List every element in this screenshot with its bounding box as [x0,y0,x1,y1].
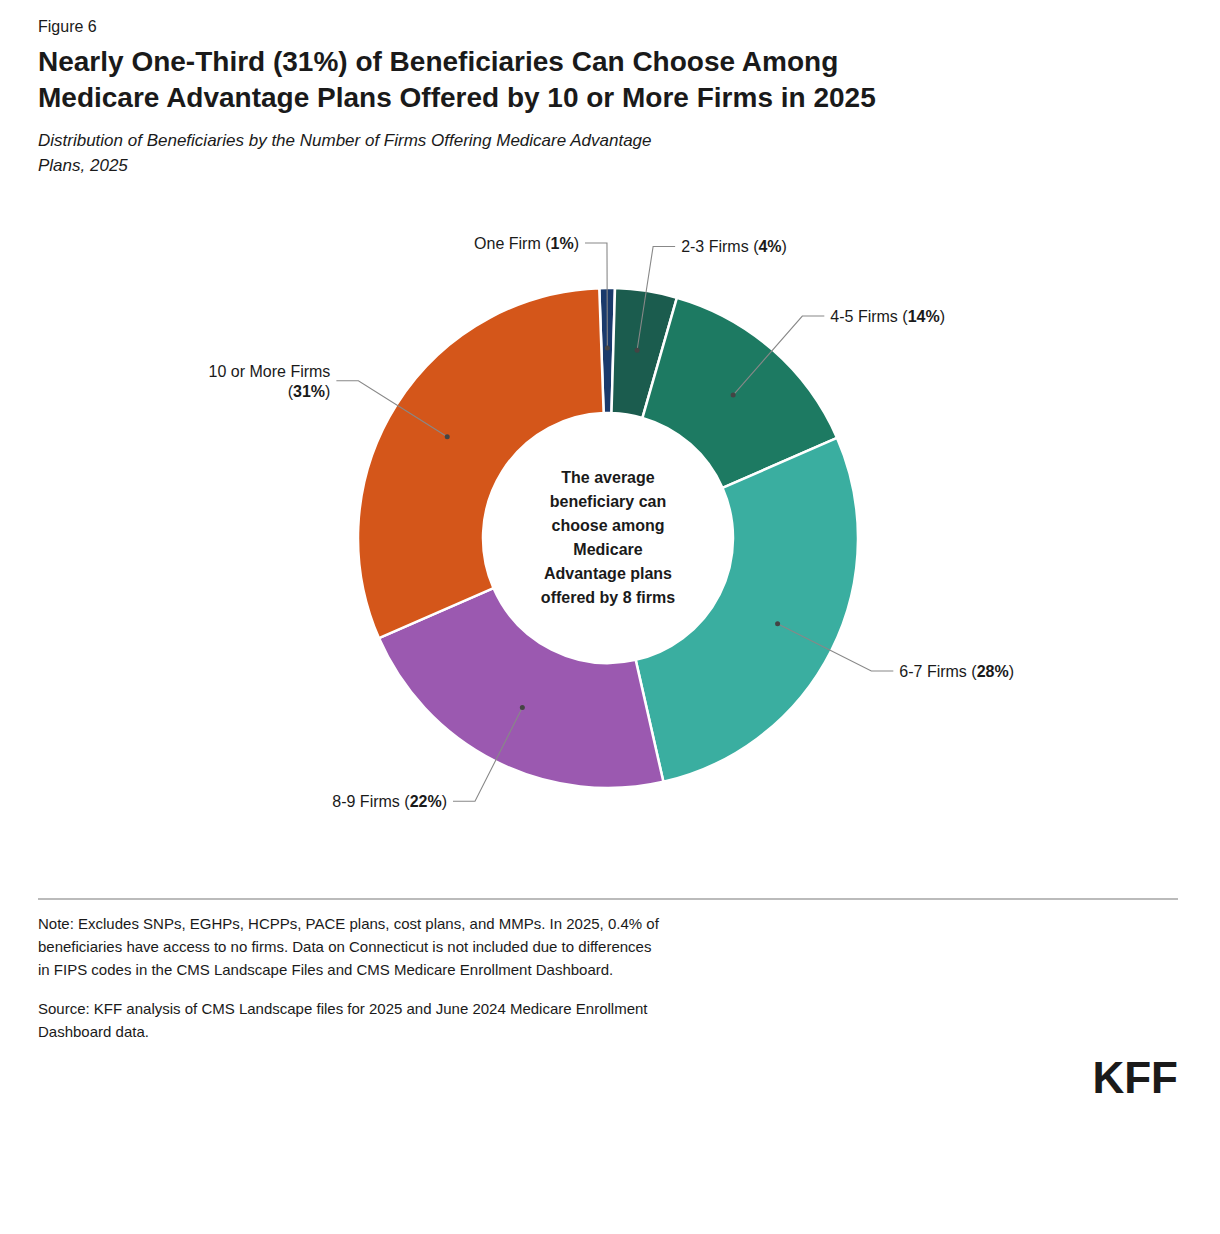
html-text:beneficiary can: beneficiary can [549,493,667,510]
html-text:offered by 8 firms: offered by 8 firms [540,589,676,606]
html-text:Medicare: Medicare [573,541,643,558]
html-text:Figure 6: Figure 6 [38,18,97,35]
svg-text:6-7 Firms (28%): 6-7 Firms (28%) [899,663,1014,680]
html-text:choose among: choose among [551,517,665,534]
html-text:Note: Excludes SNPs, EGHPs, HC: Note: Excludes SNPs, EGHPs, HCPPs, PACE … [38,915,659,932]
html-text:The average: The average [561,469,655,486]
svg-text:One Firm (1%): One Firm (1%) [474,235,579,252]
svg-text:10 or More Firms(31%): 10 or More Firms(31%) [209,362,331,399]
html-text:in FIPS codes in the CMS Lands: in FIPS codes in the CMS Landscape Files… [38,961,614,978]
svg-text:4-5 Firms (14%): 4-5 Firms (14%) [830,308,945,325]
svg-text:8-9 Firms (22%): 8-9 Firms (22%) [332,793,447,810]
html-text:Medicare Advantage Plans Offer: Medicare Advantage Plans Offered by 10 o… [38,82,876,113]
svg-text:2-3 Firms (4%): 2-3 Firms (4%) [681,238,787,255]
html-text:KFF: KFF [1092,1053,1178,1102]
html-text:beneficiaries have access to n: beneficiaries have access to no firms. D… [38,938,652,955]
html-text:Plans, 2025: Plans, 2025 [38,156,128,175]
html-text:Source: KFF analysis of CMS La: Source: KFF analysis of CMS Landscape fi… [38,1000,648,1017]
html-text:Advantage plans: Advantage plans [544,565,672,582]
html-text:Nearly One-Third (31%) of Bene: Nearly One-Third (31%) of Beneficiaries … [38,46,839,77]
html-text:Distribution of Beneficiaries: Distribution of Beneficiaries by the Num… [38,131,652,150]
html-text:Dashboard data.: Dashboard data. [38,1023,149,1040]
